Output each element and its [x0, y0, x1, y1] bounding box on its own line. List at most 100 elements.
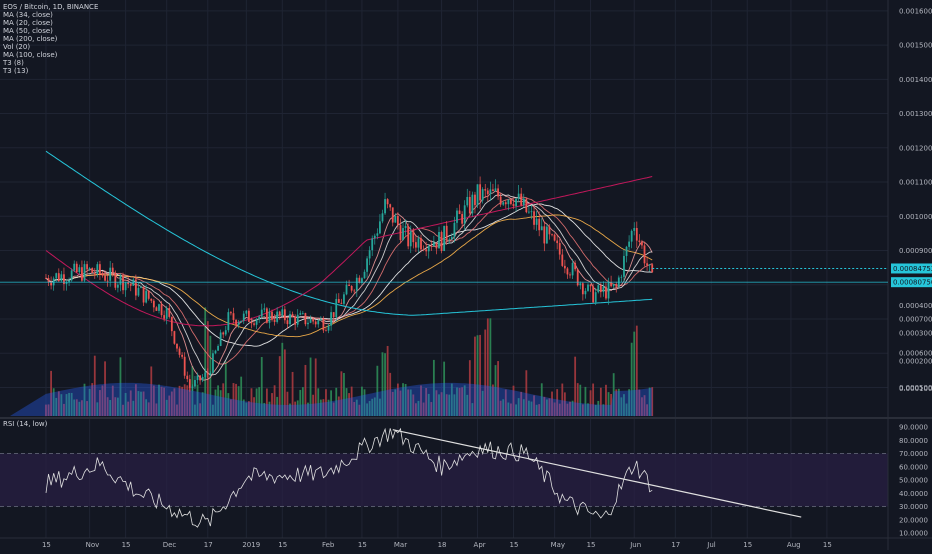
candle-body [332, 312, 335, 318]
candle-body [93, 272, 96, 275]
volume-bar [409, 389, 412, 416]
volume-bar [617, 388, 620, 416]
candle-body [227, 312, 230, 331]
candle-body [188, 379, 191, 388]
volume-bar [47, 404, 50, 416]
candle-body [155, 307, 158, 311]
volume-bar [355, 399, 358, 416]
rsi-tick-label: 60.0000 [899, 463, 928, 471]
candle-body [65, 282, 68, 285]
rsi-legend[interactable]: RSI (14, low) [3, 420, 48, 428]
candle-body [160, 304, 163, 316]
legend-t3-8[interactable]: T3 (8) [3, 59, 24, 67]
volume-bar [281, 342, 284, 416]
volume-bar [309, 357, 312, 416]
candle-body [569, 274, 571, 276]
legend-t3-13[interactable]: T3 (13) [3, 67, 29, 75]
candle-body [641, 241, 643, 246]
candle-body [81, 267, 83, 281]
candle-body [209, 372, 212, 375]
volume-bar [119, 357, 122, 416]
volume-bar [404, 383, 407, 416]
volume-bar [340, 371, 343, 416]
volume-bar [322, 399, 325, 416]
candle-body [381, 213, 384, 222]
candle-body [430, 245, 433, 247]
volume-bar [379, 398, 381, 416]
volume-bar [450, 383, 453, 416]
candle-body [230, 312, 232, 314]
volume-bar [581, 404, 584, 416]
volume-bar [232, 383, 235, 416]
volume-bar [301, 387, 304, 416]
volume-bar [217, 385, 219, 416]
volume-bar [147, 402, 150, 416]
volume-bar [638, 389, 641, 416]
candle-body [579, 283, 582, 286]
candle-body [545, 226, 548, 244]
volume-bar [502, 399, 505, 416]
candle-body [384, 199, 386, 214]
x-tick-label: Jun [629, 541, 641, 549]
volume-bar [155, 403, 158, 416]
volume-ma-area [10, 382, 653, 416]
volume-bar [327, 399, 330, 416]
candle-body [453, 222, 456, 237]
volume-bar [191, 366, 194, 416]
candle-body [510, 199, 512, 204]
rsi-tick-label: 20.0000 [899, 516, 928, 524]
candle-body [183, 356, 186, 376]
candle-body [248, 310, 250, 322]
volume-bar [45, 404, 47, 416]
candle-body [201, 376, 204, 381]
volume-bar [402, 383, 404, 416]
candle-body [301, 313, 304, 314]
t3-13-line [45, 194, 653, 376]
x-tick-label: 15 [509, 541, 518, 549]
volume-bar [196, 384, 199, 416]
candle-body [122, 275, 124, 291]
legend-ma34[interactable]: MA (34, close) [3, 11, 53, 19]
candle-body [178, 348, 181, 355]
volume-bar [52, 388, 55, 416]
volume-bar [368, 400, 371, 416]
volume-bar [592, 383, 595, 416]
volume-bar [173, 388, 176, 416]
candle-body [75, 263, 78, 273]
legend-ma200[interactable]: MA (200, close) [3, 35, 58, 43]
legend-vol[interactable]: Vol (20) [3, 43, 31, 51]
candle-body [319, 319, 322, 321]
volume-bar [535, 404, 538, 416]
volume-bar [361, 386, 363, 416]
volume-bar [242, 399, 245, 416]
legend-ma100[interactable]: MA (100, close) [3, 51, 58, 59]
candle-body [63, 274, 65, 285]
candle-body [245, 310, 248, 314]
candle-body [96, 264, 99, 275]
volume-bar [569, 401, 571, 416]
volume-bar [83, 383, 86, 416]
candle-body [558, 243, 561, 255]
volume-bar [78, 401, 81, 416]
legend-ma50[interactable]: MA (50, close) [3, 27, 53, 35]
legend-ma20[interactable]: MA (20, close) [3, 19, 53, 27]
candle-body [396, 215, 399, 226]
candle-body [615, 284, 618, 287]
volume-bar [304, 364, 307, 416]
volume-bar [563, 392, 566, 416]
candle-body [379, 221, 381, 234]
candle-body [371, 238, 374, 251]
volume-bar [579, 384, 582, 416]
volume-bar [345, 388, 348, 416]
legend-title[interactable]: EOS / Bitcoin, 1D, BINANCE [3, 3, 99, 11]
volume-bar [294, 401, 297, 416]
candle-body [47, 278, 50, 283]
volume-bar [132, 400, 135, 416]
volume-bar [435, 390, 438, 416]
